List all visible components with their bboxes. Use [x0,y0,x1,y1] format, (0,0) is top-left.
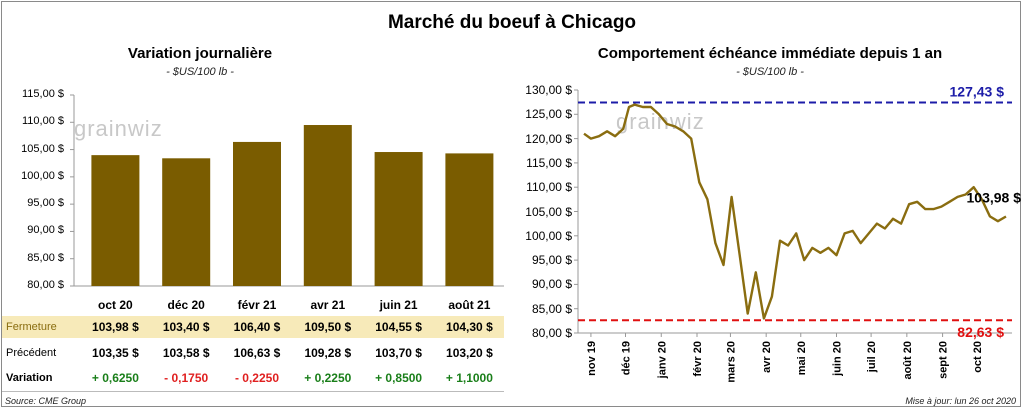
close-row-label: Fermeture [6,321,57,333]
left-chart-unit: - $US/100 lb - [166,66,234,78]
left-x-category: déc 20 [167,298,205,312]
left-y-tick-label: 115,00 $ [21,88,64,100]
right-y-tick-label: 105,00 $ [525,204,572,219]
right-y-tick-label: 130,00 $ [525,83,572,97]
left-y-tick-label: 80,00 $ [27,279,64,291]
right-y-tick-label: 85,00 $ [531,301,572,316]
right-y-tick-label: 80,00 $ [531,326,572,340]
main-title: Marché du boeuf à Chicago [387,12,637,33]
previous-cell: 103,70 $ [375,346,422,360]
right-y-tick-label: 90,00 $ [531,277,572,292]
change-cell: - 0,1750 [164,371,209,385]
right-chart-title: Comportement échéance immédiate depuis 1… [597,45,943,62]
close-cell: 103,98 $ [92,320,139,334]
change-row-label: Variation [6,372,53,384]
table-divider [2,391,504,392]
close-row: Fermeture [2,316,504,338]
change-cell: + 0,2250 [304,371,352,385]
left-x-category: août 21 [448,298,491,312]
left-x-category: oct 20 [98,298,133,312]
previous-row: Précédent [2,342,504,364]
previous-cell: 109,28 $ [304,346,352,360]
change-row: Variation [2,367,504,389]
change-cell: + 0,6250 [91,371,139,385]
left-y-tick-label: 95,00 $ [27,197,64,210]
left-y-tick-label: 105,00 $ [21,142,64,155]
source-note: Source: CME Group [5,396,87,406]
left-x-category: juin 21 [379,298,418,312]
left-y-tick-label: 110,00 $ [21,115,64,128]
close-cell: 109,50 $ [304,320,352,334]
left-chart-title: Variation journalière [127,45,273,62]
left-x-category: févr 21 [237,298,277,312]
close-row-background [2,316,504,338]
update-note: Mise à jour: lun 26 oct 2020 [905,396,1016,406]
close-cell: 104,30 $ [446,320,493,334]
right-watermark: grainwiz [616,109,705,134]
previous-cell: 103,20 $ [446,346,493,360]
left-y-tick-label: 100,00 $ [21,169,64,182]
left-x-category: avr 21 [310,298,346,312]
change-cell: - 0,2250 [234,371,280,385]
change-cell: + 0,8500 [375,371,423,385]
left-watermark: grainwiz [74,116,163,141]
close-cell: 103,40 $ [162,320,210,334]
left-y-tick-label: 85,00 $ [27,251,64,264]
right-y-tick-label: 115,00 $ [526,155,572,170]
right-y-tick-label: 120,00 $ [525,131,572,146]
left-y-tick-label: 90,00 $ [27,224,64,237]
previous-cell: 103,35 $ [92,346,139,360]
close-cell: 106,40 $ [233,320,281,334]
right-y-tick-label: 100,00 $ [525,228,572,243]
right-chart-unit: - $US/100 lb - [736,66,804,78]
previous-cell: 106,63 $ [233,346,281,360]
previous-row-label: Précédent [6,347,57,359]
right-y-tick-label: 110,00 $ [526,180,572,195]
right-y-tick-label: 125,00 $ [525,107,572,122]
close-cell: 104,55 $ [375,320,422,334]
change-cell: + 1,1000 [445,371,493,385]
right-y-tick-label: 95,00 $ [531,253,572,268]
previous-cell: 103,58 $ [162,346,210,360]
